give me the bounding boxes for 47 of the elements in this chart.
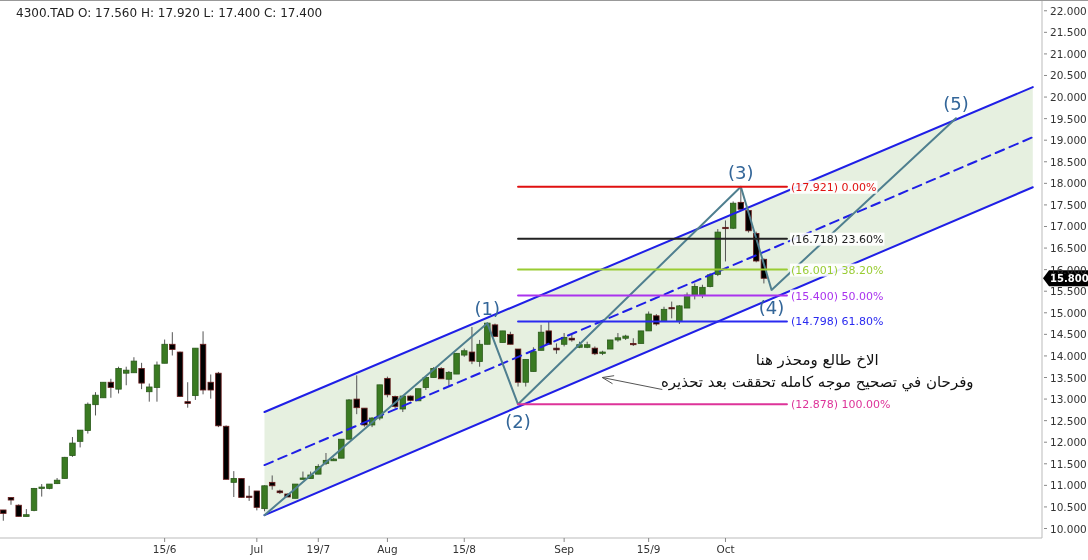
title: 4300.TAD O: 17.560 H: 17.920 L: 17.400 C: 17.400: [16, 6, 323, 20]
series-label: (16.718) 23.60%: [790, 232, 884, 246]
annotation: (3): [728, 161, 754, 183]
x-tick-label: Aug: [377, 543, 398, 555]
y-tick-label: 14.000: [1050, 349, 1087, 362]
series-label: (17.921) 0.00%: [790, 180, 877, 194]
y-tick-label: 13.000: [1050, 393, 1087, 406]
series-label: (15.400) 50.00%: [790, 289, 884, 303]
text: 15.800: [1050, 273, 1088, 285]
y-tick-label: 22.000: [1050, 4, 1087, 17]
y-tick-label: 11.500: [1050, 457, 1087, 470]
y-tick-label: 18.500: [1050, 155, 1087, 168]
y-tick-label: 10.000: [1050, 522, 1087, 535]
y-tick-label: 17.500: [1050, 198, 1087, 211]
annotation: (5): [943, 93, 969, 115]
annotation: (4): [758, 296, 785, 318]
y-tick-label: 12.500: [1050, 414, 1087, 427]
y-tick-label: 19.000: [1050, 134, 1087, 147]
x-tick-label: 15/6: [152, 543, 177, 555]
x-tick-label: Sep: [554, 543, 575, 555]
y-tick-label: 19.500: [1050, 112, 1087, 125]
y-tick-label: 16.500: [1050, 242, 1087, 255]
x-tick-label: Jul: [249, 543, 264, 555]
y-tick-label: 21.500: [1050, 26, 1087, 39]
x-tick-label: 15/8: [452, 543, 477, 555]
y-tick-label: 11.000: [1050, 479, 1087, 492]
series-label: (16.001) 38.20%: [790, 263, 884, 277]
y-tick-label: 20.000: [1050, 91, 1087, 104]
annotation: الاخ طالع ومحذر هنا وفرحان في تصحيح موجه كامله تحققت بعد تحذيره: [660, 350, 974, 392]
series-label: (12.878) 100.00%: [790, 398, 891, 412]
series-label: (14.798) 61.80%: [790, 315, 884, 329]
y-tick-label: 10.500: [1050, 500, 1087, 513]
y-tick-label: 13.500: [1050, 371, 1087, 384]
y-tick-label: 12.000: [1050, 436, 1087, 449]
y-tick-label: 16.000: [1050, 263, 1087, 276]
x-tick-label: 19/7: [306, 543, 331, 555]
y-tick-label: 14.500: [1050, 328, 1087, 341]
y-tick-label: 21.000: [1050, 47, 1087, 60]
x-tick-label: 15/9: [636, 543, 661, 555]
y-tick-label: 20.500: [1050, 69, 1087, 82]
y-tick-label: 15.500: [1050, 285, 1087, 298]
y-tick-label: 17.000: [1050, 220, 1087, 233]
x-tick-label: Oct: [716, 543, 735, 555]
y-tick-label: 18.000: [1050, 177, 1087, 190]
annotation: (1): [474, 298, 501, 320]
y-tick-label: 15.000: [1050, 306, 1087, 319]
annotation: (2): [505, 411, 531, 433]
